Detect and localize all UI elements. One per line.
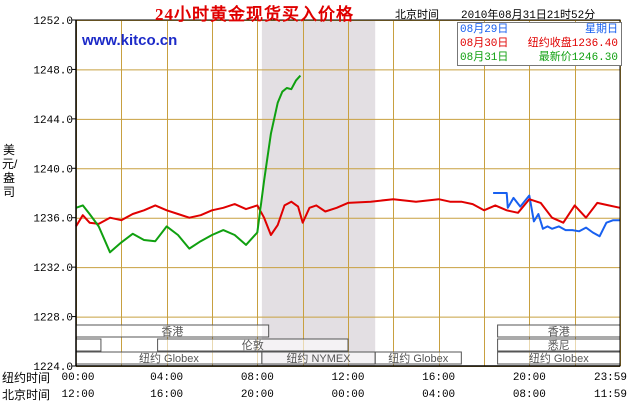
x-tick-label: 12:00: [331, 372, 364, 384]
legend-value: 星期日: [585, 24, 618, 36]
series-line-08月29日: [493, 192, 620, 238]
market-london-label: 伦敦: [242, 338, 264, 352]
legend-date: 08月29日: [460, 24, 509, 36]
legend-value: 纽约收盘1236.40: [527, 38, 618, 50]
timestamp-zone: 北京时间: [395, 10, 439, 22]
series-line-08月31日: [75, 74, 302, 254]
timestamp-date: 2010年08月31日21时52分: [461, 10, 596, 22]
x-tick-label: 16:00: [150, 389, 183, 400]
y-tick-label: 1240.0: [33, 164, 73, 176]
y-tick-label: 1228.0: [33, 313, 73, 325]
legend-value: 最新价1246.30: [538, 52, 618, 64]
y-tick-label: 1248.0: [33, 65, 73, 77]
market-sydney-label: 悉尼: [548, 339, 570, 352]
y-axis-label: 美元/盎司: [2, 143, 18, 199]
market-ny-nymex-label: 纽约 NYMEX: [286, 351, 351, 365]
legend-item: 08月31日 最新价1246.30: [458, 51, 621, 65]
legend: 08月29日 星期日 08月30日 纽约收盘1236.40 08月31日 最新价…: [457, 22, 622, 66]
market-london-box: [157, 338, 349, 352]
y-tick-label: 1224.0: [33, 362, 73, 374]
x-tick-label: 20:00: [513, 372, 546, 384]
x-tick-label: 08:00: [241, 372, 274, 384]
market-hongkong-label: 香港: [161, 325, 183, 338]
y-tick-label: 1232.0: [33, 263, 73, 275]
timestamp: 北京时间 2010年08月31日21时52分: [395, 6, 617, 22]
plot-frame: [75, 19, 621, 367]
x-tick-label: 23:59: [594, 372, 627, 384]
y-tick-label: 1244.0: [33, 115, 73, 127]
legend-date: 08月31日: [460, 52, 509, 64]
x-tick-label: 20:00: [241, 389, 274, 400]
legend-item: 08月30日 纽约收盘1236.40: [458, 37, 621, 51]
x-tick-label: 00:00: [61, 372, 94, 384]
y-tick-label: 1252.0: [33, 16, 73, 28]
nymex-shade: [261, 20, 376, 366]
x-tick-label: 11:59: [594, 389, 627, 400]
market-ny-globex-box: [374, 351, 462, 365]
market-hongkong-label: 香港: [548, 325, 570, 338]
legend-date: 08月30日: [460, 38, 509, 50]
x-tick-label: 08:00: [513, 389, 546, 400]
x-tick-label: 04:00: [422, 389, 455, 400]
y-tick-label: 1236.0: [33, 214, 73, 226]
x-tick-label: 04:00: [150, 372, 183, 384]
market-ny-globex-label: 纽约 Globex: [529, 351, 589, 365]
x-tick-label: 16:00: [422, 372, 455, 384]
x-axis-row-name: 北京时间: [2, 388, 51, 402]
x-tick-label: 00:00: [331, 389, 364, 400]
market-ny-globex-label: 纽约 Globex: [139, 351, 199, 365]
legend-item: 08月29日 星期日: [458, 23, 621, 37]
market-empty-box: [75, 338, 102, 352]
watermark: www.kitco.cn: [82, 32, 178, 49]
x-axis-row-name: 纽约时间: [2, 371, 51, 385]
chart-title: 24小时黄金现货买入价格: [155, 5, 354, 24]
x-tick-label: 12:00: [61, 389, 94, 400]
series-line-08月30日: [75, 198, 621, 236]
market-ny-globex-label: 纽约 Globex: [388, 351, 448, 365]
